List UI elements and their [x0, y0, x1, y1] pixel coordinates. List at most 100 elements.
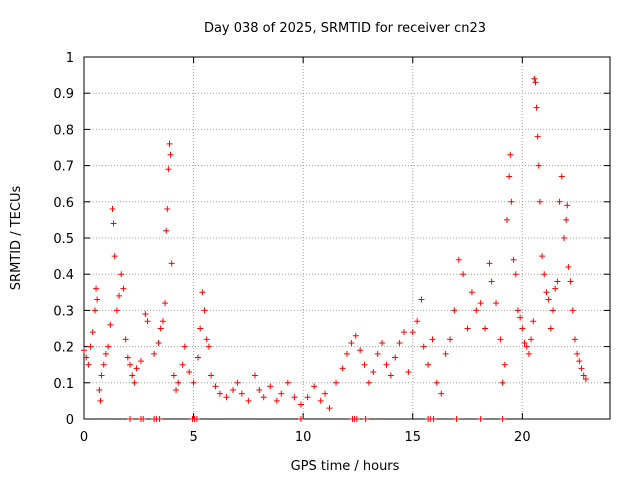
- data-point: [352, 332, 359, 339]
- data-point: [297, 416, 304, 422]
- data-point: [530, 318, 537, 325]
- data-point: [521, 339, 528, 346]
- data-point: [118, 271, 125, 278]
- data-point: [223, 394, 230, 401]
- data-point: [156, 416, 163, 422]
- y-tick-label: 0.1: [53, 377, 74, 392]
- data-point: [197, 325, 204, 332]
- data-point: [122, 336, 129, 343]
- data-point: [284, 379, 291, 386]
- data-point: [512, 271, 519, 278]
- y-tick-label: 0.4: [53, 268, 74, 283]
- x-tick-label: 5: [189, 430, 197, 445]
- data-point: [175, 379, 182, 386]
- data-point: [81, 347, 87, 354]
- data-point: [525, 350, 532, 357]
- data-point: [151, 350, 158, 357]
- data-point: [168, 260, 175, 267]
- data-point: [503, 216, 510, 223]
- data-point: [539, 253, 546, 260]
- data-point: [93, 285, 100, 292]
- data-point: [569, 307, 576, 314]
- data-point: [563, 216, 570, 223]
- data-point: [194, 354, 201, 361]
- y-tick-label: 0.9: [53, 87, 74, 102]
- data-point: [497, 336, 504, 343]
- data-point: [560, 235, 567, 241]
- data-point: [528, 336, 535, 343]
- data-point: [564, 202, 571, 209]
- data-point: [155, 339, 162, 346]
- data-point: [113, 307, 120, 314]
- data-point: [556, 198, 563, 205]
- data-point: [447, 336, 454, 343]
- data-point: [451, 307, 458, 314]
- data-point: [534, 133, 541, 140]
- data-point: [460, 271, 467, 278]
- data-point: [142, 311, 149, 318]
- data-point: [234, 379, 241, 386]
- data-point: [574, 350, 581, 357]
- data-point: [186, 368, 193, 375]
- data-point: [144, 318, 151, 325]
- data-point: [396, 339, 403, 346]
- data-point: [433, 379, 440, 386]
- data-point: [245, 397, 252, 404]
- data-point: [455, 256, 462, 263]
- data-point: [519, 325, 526, 332]
- data-point: [85, 361, 92, 368]
- data-point: [482, 325, 489, 332]
- data-point: [400, 329, 407, 336]
- chart-title: Day 038 of 2025, SRMTID for receiver cn2…: [204, 21, 486, 36]
- data-point: [536, 198, 543, 205]
- data-point: [133, 365, 140, 372]
- data-point: [383, 361, 390, 368]
- data-point: [216, 390, 223, 397]
- data-point: [170, 372, 177, 379]
- data-point: [488, 278, 495, 285]
- data-point: [107, 321, 114, 328]
- data-point: [514, 307, 521, 314]
- data-point: [173, 387, 180, 394]
- data-point: [199, 289, 206, 296]
- data-point: [166, 140, 173, 147]
- data-point: [181, 343, 188, 350]
- y-tick-label: 0.8: [53, 123, 74, 138]
- data-point: [414, 318, 421, 325]
- data-point: [567, 278, 574, 285]
- data-point: [273, 397, 280, 404]
- data-point: [438, 390, 445, 397]
- data-point: [96, 387, 103, 394]
- data-point: [365, 379, 372, 386]
- data-point: [102, 350, 109, 357]
- y-tick-label: 0.7: [53, 160, 74, 175]
- data-point: [510, 256, 517, 263]
- data-point: [558, 173, 565, 180]
- data-point: [571, 336, 578, 343]
- data-point: [251, 372, 258, 379]
- data-point: [83, 354, 90, 361]
- x-tick-label: 10: [295, 430, 312, 445]
- y-tick-label: 0.6: [53, 196, 74, 211]
- data-point: [387, 372, 394, 379]
- data-point: [256, 387, 263, 394]
- y-tick-label: 0.5: [53, 232, 74, 247]
- data-point: [453, 416, 460, 422]
- data-point: [541, 271, 548, 278]
- data-point: [159, 318, 166, 325]
- data-point: [109, 206, 116, 213]
- data-point: [405, 368, 412, 375]
- data-point: [105, 343, 112, 350]
- data-point: [429, 336, 436, 343]
- data-point: [322, 390, 329, 397]
- y-tick-label: 0.3: [53, 304, 74, 319]
- data-point: [157, 325, 164, 332]
- data-point: [499, 379, 506, 386]
- data-point: [129, 372, 136, 379]
- data-point: [120, 285, 127, 292]
- data-point: [98, 372, 105, 379]
- tick-labels: 00.10.20.30.40.50.60.70.80.910 5 10 15 20: [53, 51, 530, 445]
- x-axis-label: GPS time / hours: [291, 459, 400, 474]
- data-point: [230, 387, 237, 394]
